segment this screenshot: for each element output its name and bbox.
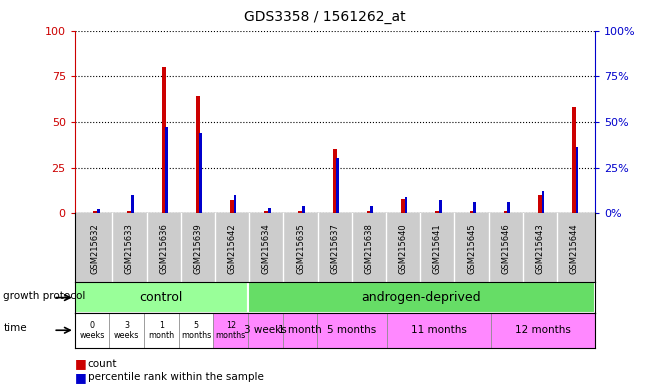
Bar [165,127,168,213]
Bar [75,313,109,348]
Text: percentile rank within the sample: percentile rank within the sample [88,372,264,382]
Text: GSM215636: GSM215636 [159,223,168,275]
Bar [491,313,595,348]
Text: GSM215632: GSM215632 [91,224,100,275]
Text: GSM215634: GSM215634 [262,224,271,275]
Bar [200,133,202,213]
Bar [317,313,387,348]
Text: 12 months: 12 months [515,325,571,335]
Bar [439,200,441,213]
Text: 1 month: 1 month [278,325,322,335]
Text: growth protocol: growth protocol [3,291,86,301]
Text: GSM215642: GSM215642 [227,224,237,275]
Bar [283,313,317,348]
Bar [179,313,213,348]
Text: GSM215644: GSM215644 [569,224,578,275]
Bar [75,282,248,313]
Text: 12
months: 12 months [216,321,246,340]
Bar [131,195,134,213]
Bar [97,210,99,213]
Bar [298,211,303,213]
Text: GSM215645: GSM215645 [467,224,476,275]
Bar [248,313,283,348]
Text: control: control [140,291,183,304]
Text: GSM215643: GSM215643 [536,224,545,275]
Text: 3 weeks: 3 weeks [244,325,287,335]
Bar [370,206,373,213]
Bar [230,200,234,213]
Bar [233,195,237,213]
Text: GSM215638: GSM215638 [365,223,374,275]
Bar [473,202,476,213]
Bar [541,191,544,213]
Text: GSM215639: GSM215639 [194,224,202,275]
Bar [213,313,248,348]
Bar [336,159,339,213]
Bar [504,211,508,213]
Bar [469,211,474,213]
Text: ■: ■ [75,358,86,371]
Text: 3
weeks: 3 weeks [114,321,140,340]
Bar [401,199,405,213]
Bar [576,147,578,213]
Text: 5 months: 5 months [328,325,377,335]
Bar [109,313,144,348]
Text: GSM215633: GSM215633 [125,223,134,275]
Bar [436,211,439,213]
Bar [405,197,408,213]
Bar [162,67,166,213]
Text: 0
weeks: 0 weeks [79,321,105,340]
Bar [572,108,577,213]
Text: ■: ■ [75,371,86,384]
Bar [144,313,179,348]
Text: GSM215640: GSM215640 [398,224,408,275]
Text: GSM215637: GSM215637 [330,223,339,275]
Bar [367,211,371,213]
Bar [196,96,200,213]
Bar [93,211,98,213]
Bar [302,206,305,213]
Text: androgen-deprived: androgen-deprived [361,291,481,304]
Bar [248,282,595,313]
Text: GDS3358 / 1561262_at: GDS3358 / 1561262_at [244,10,406,23]
Bar [507,202,510,213]
Bar [268,208,270,213]
Text: count: count [88,359,117,369]
Bar [387,313,491,348]
Text: GSM215635: GSM215635 [296,224,305,275]
Bar [265,211,268,213]
Text: GSM215646: GSM215646 [501,224,510,275]
Bar [538,195,542,213]
Text: GSM215641: GSM215641 [433,224,442,275]
Bar [127,211,131,213]
Text: 5
months: 5 months [181,321,211,340]
Bar [333,149,337,213]
Text: 1
month: 1 month [148,321,174,340]
Text: time: time [3,323,27,333]
Text: 11 months: 11 months [411,325,467,335]
